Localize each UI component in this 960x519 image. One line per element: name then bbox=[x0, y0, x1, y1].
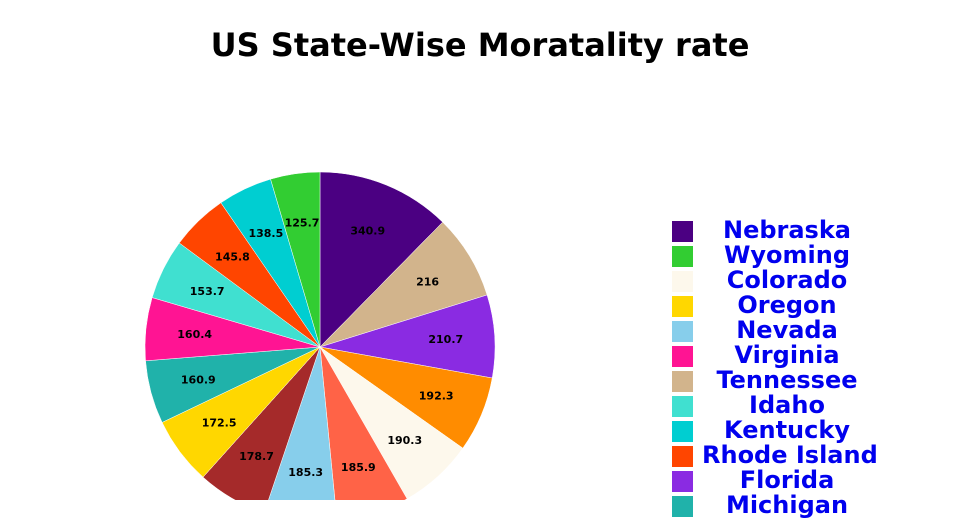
legend-swatch bbox=[672, 221, 693, 242]
legend-item[interactable]: Colorado bbox=[672, 268, 932, 293]
slice-value-label: 192.3 bbox=[419, 390, 454, 403]
slice-value-label: 185.3 bbox=[288, 466, 323, 479]
slice-value-label: 172.5 bbox=[202, 416, 237, 429]
legend-swatch bbox=[672, 496, 693, 517]
legend-item[interactable]: Florida bbox=[672, 468, 932, 493]
legend-item[interactable]: Idaho bbox=[672, 393, 932, 418]
pie-slice[interactable] bbox=[264, 346, 337, 500]
chart-title: US State-Wise Moratality rate bbox=[210, 26, 750, 64]
pie-chart: 340.9 216 210.7 192.3 190.3 185.9 185.3 178.7 17… bbox=[144, 171, 496, 500]
legend-item[interactable]: Wyoming bbox=[672, 243, 932, 268]
slice-value-label: 190.3 bbox=[387, 434, 422, 447]
legend-swatch bbox=[672, 371, 693, 392]
legend-label: Tennessee bbox=[716, 366, 858, 394]
slice-value-label: 160.4 bbox=[177, 328, 212, 341]
slice-value-label: 178.7 bbox=[239, 450, 274, 463]
slice-value-label: 145.8 bbox=[215, 250, 250, 263]
legend-swatch bbox=[672, 471, 693, 492]
legend-swatch bbox=[672, 246, 693, 267]
legend: Nebraska Wyoming Colorado Oregon Nevada Virgi… bbox=[672, 218, 932, 518]
legend-item[interactable]: Nebraska bbox=[672, 218, 932, 243]
slice-value-label: 160.9 bbox=[181, 374, 216, 387]
legend-label: Colorado bbox=[726, 266, 848, 294]
legend-label: Rhode Island bbox=[702, 441, 878, 469]
legend-item[interactable]: Kentucky bbox=[672, 418, 932, 443]
slice-value-label: 125.7 bbox=[285, 216, 320, 229]
slice-value-label: 153.7 bbox=[190, 285, 225, 298]
legend-label: Nevada bbox=[736, 316, 838, 344]
legend-item[interactable]: Nevada bbox=[672, 318, 932, 343]
legend-item[interactable]: Rhode Island bbox=[672, 443, 932, 468]
legend-swatch bbox=[672, 271, 693, 292]
pie-slice[interactable] bbox=[319, 346, 408, 500]
legend-label: Michigan bbox=[725, 491, 849, 519]
legend-swatch bbox=[672, 346, 693, 367]
legend-item[interactable]: Tennessee bbox=[672, 368, 932, 393]
legend-swatch bbox=[672, 421, 693, 442]
legend-label: Nebraska bbox=[722, 216, 851, 244]
pie-slice[interactable] bbox=[319, 171, 444, 348]
legend-label: Idaho bbox=[749, 391, 825, 419]
legend-item[interactable]: Oregon bbox=[672, 293, 932, 318]
legend-swatch bbox=[672, 321, 693, 342]
legend-label: Oregon bbox=[737, 291, 837, 319]
legend-item[interactable]: Michigan bbox=[672, 493, 932, 518]
legend-swatch bbox=[672, 446, 693, 467]
slice-value-label: 216 bbox=[416, 275, 439, 288]
slice-value-label: 210.7 bbox=[428, 333, 463, 346]
legend-label: Virginia bbox=[734, 341, 840, 369]
legend-item[interactable]: Virginia bbox=[672, 343, 932, 368]
slice-value-label: 138.5 bbox=[248, 227, 283, 240]
legend-swatch bbox=[672, 296, 693, 317]
legend-swatch bbox=[672, 396, 693, 417]
slice-value-label: 340.9 bbox=[350, 224, 385, 237]
slice-value-label: 185.9 bbox=[341, 461, 376, 474]
legend-label: Wyoming bbox=[723, 241, 851, 269]
legend-label: Florida bbox=[739, 466, 835, 494]
pie-slice[interactable] bbox=[270, 171, 321, 348]
legend-label: Kentucky bbox=[724, 416, 850, 444]
